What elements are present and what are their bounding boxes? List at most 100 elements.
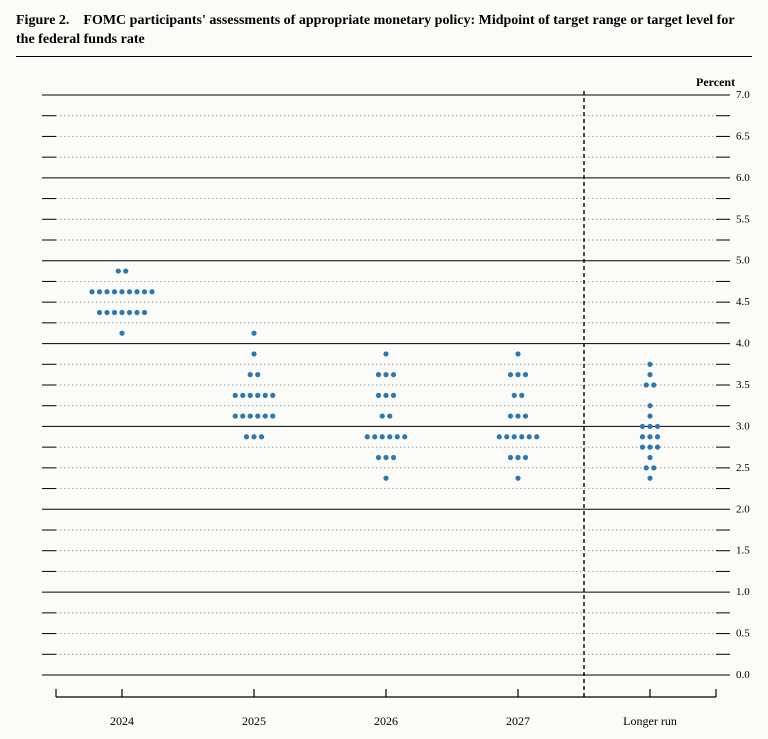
y-tick-label: 3.0 bbox=[736, 420, 750, 432]
dot-marker bbox=[380, 413, 385, 418]
dot-marker bbox=[123, 268, 128, 273]
dot-marker bbox=[104, 289, 109, 294]
dot-marker bbox=[380, 434, 385, 439]
dot-marker bbox=[263, 393, 268, 398]
dot-marker bbox=[655, 444, 660, 449]
dot-marker bbox=[89, 289, 94, 294]
dot-marker bbox=[534, 434, 539, 439]
dot-marker bbox=[523, 413, 528, 418]
dot-marker bbox=[508, 413, 513, 418]
dot-marker bbox=[255, 393, 260, 398]
dot-marker bbox=[97, 289, 102, 294]
dot-marker bbox=[391, 393, 396, 398]
dot-marker bbox=[647, 455, 652, 460]
dot-marker bbox=[248, 372, 253, 377]
dot-marker bbox=[119, 330, 124, 335]
dot-marker bbox=[647, 403, 652, 408]
dot-marker bbox=[142, 289, 147, 294]
dot-marker bbox=[391, 455, 396, 460]
x-category-label: 2026 bbox=[374, 714, 398, 728]
caption-text: FOMC participants' assessments of approp… bbox=[16, 13, 734, 47]
dot-marker bbox=[383, 372, 388, 377]
dot-marker bbox=[263, 413, 268, 418]
dot-marker bbox=[259, 434, 264, 439]
y-tick-label: 6.0 bbox=[736, 172, 750, 184]
dot-marker bbox=[255, 413, 260, 418]
figure-caption: Figure 2. FOMC participants' assessments… bbox=[16, 12, 752, 56]
dot-marker bbox=[395, 434, 400, 439]
dot-marker bbox=[523, 455, 528, 460]
dot-marker bbox=[651, 382, 656, 387]
dot-marker bbox=[512, 393, 517, 398]
dot-marker bbox=[515, 351, 520, 356]
y-tick-label: 1.0 bbox=[736, 586, 750, 598]
y-tick-label: 4.0 bbox=[736, 337, 750, 349]
y-tick-label: 3.5 bbox=[736, 379, 750, 391]
dot-marker bbox=[240, 393, 245, 398]
dot-marker bbox=[655, 424, 660, 429]
dot-marker bbox=[508, 455, 513, 460]
dot-marker bbox=[515, 413, 520, 418]
dot-marker bbox=[248, 413, 253, 418]
dot-marker bbox=[112, 289, 117, 294]
dot-marker bbox=[504, 434, 509, 439]
x-category-label: Longer run bbox=[623, 714, 677, 728]
dot-marker bbox=[647, 361, 652, 366]
dot-marker bbox=[497, 434, 502, 439]
dot-marker bbox=[251, 434, 256, 439]
y-tick-label: 0.0 bbox=[736, 669, 750, 681]
dot-marker bbox=[519, 434, 524, 439]
dot-marker bbox=[647, 424, 652, 429]
dot-marker bbox=[391, 372, 396, 377]
dot-marker bbox=[651, 465, 656, 470]
dot-marker bbox=[376, 455, 381, 460]
dot-marker bbox=[527, 434, 532, 439]
title-rule bbox=[16, 56, 752, 57]
dot-marker bbox=[402, 434, 407, 439]
dot-marker bbox=[233, 393, 238, 398]
dot-marker bbox=[640, 444, 645, 449]
dot-marker bbox=[383, 475, 388, 480]
y-tick-label: 0.5 bbox=[736, 627, 750, 639]
dot-marker bbox=[372, 434, 377, 439]
y-tick-label: 2.5 bbox=[736, 462, 750, 474]
dot-marker bbox=[515, 475, 520, 480]
dot-plot-svg: 0.00.51.01.52.02.53.03.54.04.55.05.56.06… bbox=[16, 75, 752, 735]
dot-marker bbox=[149, 289, 154, 294]
dot-marker bbox=[270, 413, 275, 418]
dot-marker bbox=[383, 393, 388, 398]
dot-plot-chart: Percent 0.00.51.01.52.02.53.03.54.04.55.… bbox=[16, 75, 752, 735]
dot-marker bbox=[248, 393, 253, 398]
y-axis-title: Percent bbox=[696, 75, 735, 90]
dot-marker bbox=[233, 413, 238, 418]
dot-marker bbox=[508, 372, 513, 377]
dot-marker bbox=[644, 465, 649, 470]
caption-lead: Figure 2. bbox=[16, 13, 69, 28]
y-tick-label: 7.0 bbox=[736, 89, 750, 101]
dot-marker bbox=[104, 310, 109, 315]
dot-marker bbox=[640, 424, 645, 429]
dot-marker bbox=[376, 372, 381, 377]
dot-marker bbox=[387, 413, 392, 418]
dot-marker bbox=[644, 382, 649, 387]
dot-marker bbox=[251, 330, 256, 335]
dot-marker bbox=[523, 372, 528, 377]
y-tick-label: 2.0 bbox=[736, 503, 750, 515]
dot-marker bbox=[365, 434, 370, 439]
dot-marker bbox=[127, 289, 132, 294]
dot-marker bbox=[647, 413, 652, 418]
figure-container: Figure 2. FOMC participants' assessments… bbox=[0, 0, 768, 739]
y-tick-label: 5.0 bbox=[736, 254, 750, 266]
x-category-label: 2025 bbox=[242, 714, 266, 728]
dot-marker bbox=[655, 434, 660, 439]
y-tick-label: 5.5 bbox=[736, 213, 750, 225]
dot-marker bbox=[240, 413, 245, 418]
x-category-label: 2024 bbox=[110, 714, 134, 728]
dot-marker bbox=[270, 393, 275, 398]
dot-marker bbox=[383, 351, 388, 356]
dot-marker bbox=[119, 289, 124, 294]
dot-marker bbox=[134, 289, 139, 294]
dot-marker bbox=[519, 393, 524, 398]
dot-marker bbox=[134, 310, 139, 315]
y-tick-label: 4.5 bbox=[736, 296, 750, 308]
